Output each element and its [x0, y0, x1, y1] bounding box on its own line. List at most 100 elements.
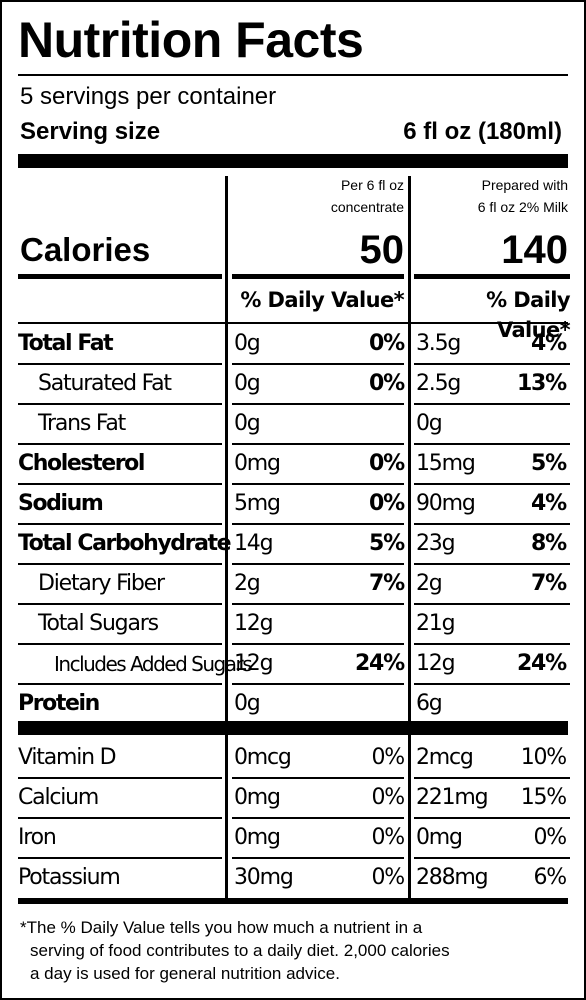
divider: [18, 74, 568, 76]
divider: [18, 322, 568, 324]
row-divider: [414, 857, 570, 859]
footnote-line: *The % Daily Value tells you how much a …: [20, 918, 423, 937]
serving-size-value: 6 fl oz (180ml): [403, 118, 562, 145]
amount-column-2: 288mg: [416, 865, 489, 890]
daily-value-column-2: 10%: [520, 745, 568, 770]
row-divider: [414, 443, 570, 445]
nutrient-name: Calcium: [18, 785, 99, 810]
thick-divider: [18, 154, 568, 168]
nutrient-name: Vitamin D: [18, 745, 117, 770]
amount-column-1: 0g: [234, 411, 261, 436]
label-title: Nutrition Facts: [18, 12, 364, 68]
amount-column-1: 12g: [234, 651, 274, 676]
amount-column-1: 0g: [234, 691, 261, 716]
row-divider: [18, 403, 222, 405]
row-divider: [232, 363, 404, 365]
footnote-line: serving of food contributes to a daily d…: [30, 941, 450, 960]
daily-value-column-2: 24%: [516, 651, 567, 676]
row-divider: [414, 643, 570, 645]
amount-column-2: 90mg: [416, 491, 476, 516]
daily-value-column-1: 0%: [371, 745, 405, 770]
daily-value-column-2: 0%: [533, 825, 567, 850]
column-separator: [225, 176, 228, 898]
daily-value-column-1: 0%: [369, 451, 405, 476]
column-2-header: Prepared with 6 fl oz 2% Milk: [416, 174, 568, 218]
amount-column-2: 12g: [416, 651, 456, 676]
row-divider: [414, 563, 570, 565]
daily-value-column-1: 0%: [371, 785, 405, 810]
amount-column-2: 2.5g: [416, 371, 461, 396]
amount-column-1: 30mg: [234, 865, 294, 890]
row-divider: [232, 683, 404, 685]
row-divider: [414, 683, 570, 685]
nutrient-name: Total Sugars: [38, 611, 159, 636]
daily-value-column-2: 6%: [533, 865, 567, 890]
row-divider: [18, 603, 222, 605]
column-2-header-line1: Prepared with: [481, 177, 568, 193]
row-divider: [18, 363, 222, 365]
nutrient-name: Protein: [18, 691, 100, 716]
column-separator: [408, 176, 411, 898]
daily-value-column-2: 13%: [516, 371, 567, 396]
calories-divider: [414, 274, 570, 279]
calories-divider: [232, 274, 404, 279]
footnote-divider: [18, 898, 568, 904]
row-divider: [414, 483, 570, 485]
nutrient-name: Trans Fat: [38, 411, 126, 436]
daily-value-column-1: 24%: [354, 651, 405, 676]
servings-per-container: 5 servings per container: [20, 83, 277, 110]
row-divider: [414, 777, 570, 779]
row-divider: [414, 817, 570, 819]
row-divider: [232, 777, 404, 779]
thick-divider: [18, 721, 568, 735]
row-divider: [232, 563, 404, 565]
amount-column-1: 0mg: [234, 785, 281, 810]
daily-value-column-2: 15%: [520, 785, 568, 810]
amount-column-2: 21g: [416, 611, 456, 636]
nutrient-name: Sodium: [18, 491, 104, 516]
daily-value-column-2: 8%: [531, 531, 567, 556]
row-divider: [232, 643, 404, 645]
row-divider: [414, 363, 570, 365]
row-divider: [414, 523, 570, 525]
amount-column-1: 12g: [234, 611, 274, 636]
column-1-header: Per 6 fl oz concentrate: [232, 174, 404, 218]
row-divider: [232, 817, 404, 819]
row-divider: [232, 443, 404, 445]
amount-column-1: 0g: [234, 371, 261, 396]
daily-value-column-2: 4%: [531, 491, 567, 516]
amount-column-1: 14g: [234, 531, 274, 556]
daily-value-column-1: 7%: [369, 571, 405, 596]
row-divider: [18, 483, 222, 485]
daily-value-column-2: 5%: [531, 451, 567, 476]
row-divider: [232, 403, 404, 405]
nutrient-name: Total Fat: [18, 331, 114, 356]
daily-value-column-1: 0%: [371, 865, 405, 890]
daily-value-header-column-1: % Daily Value*: [240, 288, 404, 312]
nutrient-name: Dietary Fiber: [38, 571, 165, 596]
amount-column-2: 3.5g: [416, 331, 461, 356]
row-divider: [18, 523, 222, 525]
row-divider: [232, 523, 404, 525]
row-divider: [414, 403, 570, 405]
daily-value-column-2: 4%: [531, 331, 567, 356]
daily-value-column-1: 0%: [369, 371, 405, 396]
daily-value-column-1: 0%: [371, 825, 405, 850]
amount-column-1: 0g: [234, 331, 261, 356]
amount-column-2: 2g: [416, 571, 443, 596]
row-divider: [18, 857, 222, 859]
daily-value-column-2: 7%: [531, 571, 567, 596]
amount-column-2: 2mcg: [416, 745, 474, 770]
calories-divider: [18, 274, 222, 279]
row-divider: [232, 857, 404, 859]
amount-column-2: 0mg: [416, 825, 463, 850]
nutrient-name: Potassium: [18, 865, 121, 890]
row-divider: [18, 777, 222, 779]
row-divider: [18, 643, 222, 645]
calories-label: Calories: [20, 231, 151, 268]
daily-value-footnote: *The % Daily Value tells you how much a …: [20, 916, 576, 985]
amount-column-2: 221mg: [416, 785, 489, 810]
row-divider: [232, 603, 404, 605]
daily-value-column-1: 0%: [369, 491, 405, 516]
